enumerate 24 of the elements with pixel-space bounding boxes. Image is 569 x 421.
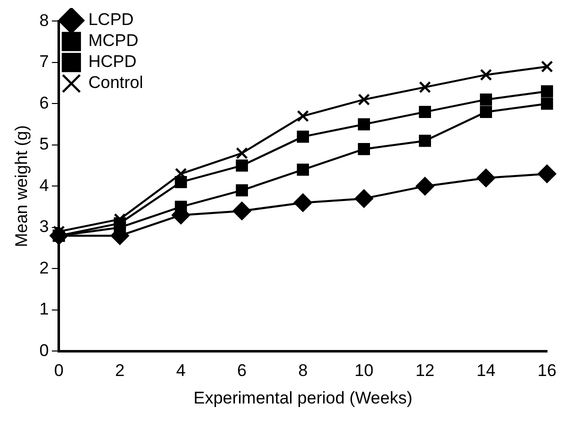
x-tick-label: 12 xyxy=(416,361,434,380)
legend-label: HCPD xyxy=(88,52,137,72)
y-tick-label: 4 xyxy=(39,176,49,195)
x-tick-label: 16 xyxy=(538,361,556,380)
x-tick-label: 6 xyxy=(237,361,247,380)
y-axis-title: Mean weight (g) xyxy=(12,125,31,248)
x-axis-title: Experimental period (Weeks) xyxy=(193,388,412,408)
y-tick-label: 5 xyxy=(39,134,49,154)
y-tick-label: 0 xyxy=(39,340,49,360)
y-tick-label: 2 xyxy=(39,258,49,278)
legend-label: LCPD xyxy=(88,10,134,30)
x-tick-label: 8 xyxy=(298,361,308,380)
y-tick-label: 8 xyxy=(39,10,49,30)
legend-label: Control xyxy=(88,73,144,92)
x-tick-label: 0 xyxy=(54,361,64,380)
y-tick-label: 3 xyxy=(39,217,49,236)
x-tick-label: 14 xyxy=(476,361,496,380)
x-tick-label: 10 xyxy=(354,361,374,380)
y-tick-label: 7 xyxy=(39,52,49,72)
x-tick-label: 2 xyxy=(115,361,125,380)
y-tick-label: 1 xyxy=(39,300,49,319)
legend-label: MCPD xyxy=(88,31,138,50)
x-tick-label: 4 xyxy=(176,361,186,380)
y-tick-label: 6 xyxy=(39,93,49,112)
